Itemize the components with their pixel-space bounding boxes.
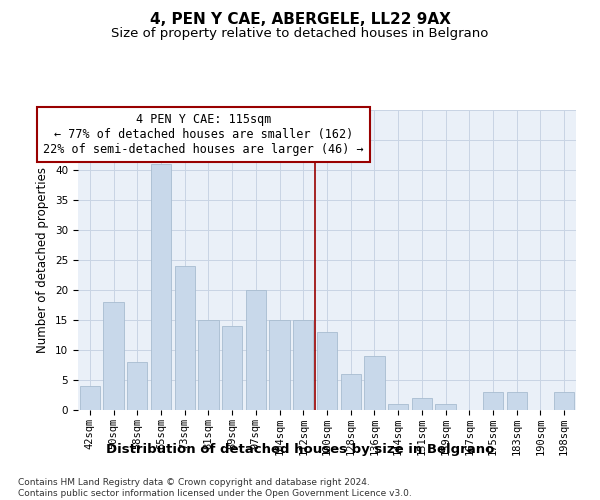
Text: Size of property relative to detached houses in Belgrano: Size of property relative to detached ho…	[112, 28, 488, 40]
Bar	[483, 392, 503, 410]
Bar	[293, 320, 313, 410]
Bar	[388, 404, 408, 410]
Bar	[175, 266, 195, 410]
Bar	[222, 326, 242, 410]
Bar	[506, 392, 527, 410]
Y-axis label: Number of detached properties: Number of detached properties	[37, 167, 49, 353]
Bar	[127, 362, 148, 410]
Bar	[341, 374, 361, 410]
Text: Contains HM Land Registry data © Crown copyright and database right 2024.
Contai: Contains HM Land Registry data © Crown c…	[18, 478, 412, 498]
Bar	[554, 392, 574, 410]
Bar	[199, 320, 218, 410]
Text: 4 PEN Y CAE: 115sqm
← 77% of detached houses are smaller (162)
22% of semi-detac: 4 PEN Y CAE: 115sqm ← 77% of detached ho…	[43, 113, 364, 156]
Bar	[80, 386, 100, 410]
Bar	[246, 290, 266, 410]
Bar	[436, 404, 455, 410]
Text: Distribution of detached houses by size in Belgrano: Distribution of detached houses by size …	[106, 442, 494, 456]
Bar	[412, 398, 432, 410]
Bar	[269, 320, 290, 410]
Bar	[103, 302, 124, 410]
Text: 4, PEN Y CAE, ABERGELE, LL22 9AX: 4, PEN Y CAE, ABERGELE, LL22 9AX	[149, 12, 451, 28]
Bar	[151, 164, 171, 410]
Bar	[317, 332, 337, 410]
Bar	[364, 356, 385, 410]
